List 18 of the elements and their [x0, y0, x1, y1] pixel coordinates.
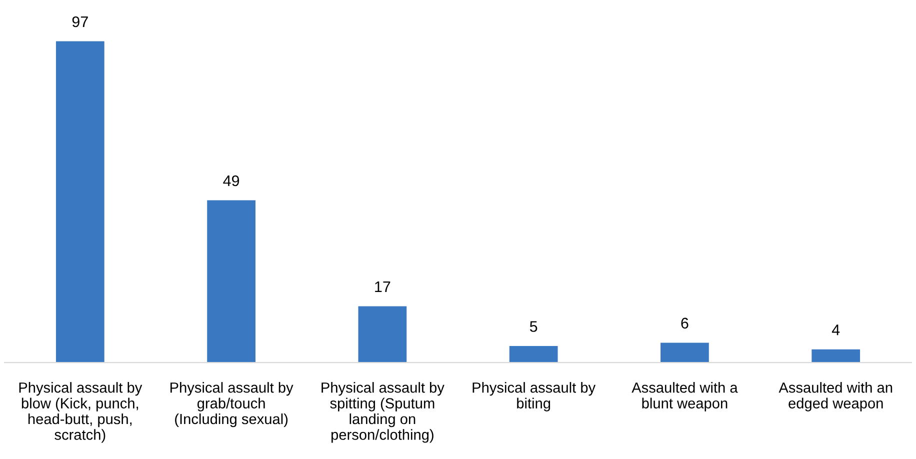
bar: [56, 41, 104, 363]
x-tick-label: Assaulted with an edged weapon: [778, 382, 892, 412]
bar: [812, 349, 860, 363]
bar: [358, 306, 407, 363]
data-label: 4: [832, 324, 840, 336]
data-label: 17: [375, 282, 390, 292]
bar: [660, 342, 709, 363]
data-label: 49: [223, 175, 240, 186]
x-tick-label: Physical assault by grab/touch (Including sexual): [170, 382, 294, 428]
data-label: 6: [681, 318, 688, 329]
x-tick-label: Assaulted with a blunt weapon: [632, 382, 738, 412]
x-tick-label: Physical assault by biting: [472, 382, 596, 412]
bar: [207, 200, 256, 363]
data-label: 97: [72, 16, 88, 28]
x-tick-label: Physical assault by blow (Kick, punch, head-butt, push, scratch): [19, 382, 142, 443]
x-tick-label: Physical assault by spitting (Sputum landing on person/clothing): [322, 382, 444, 443]
data-label: 5: [530, 321, 538, 332]
bar: [509, 346, 558, 363]
